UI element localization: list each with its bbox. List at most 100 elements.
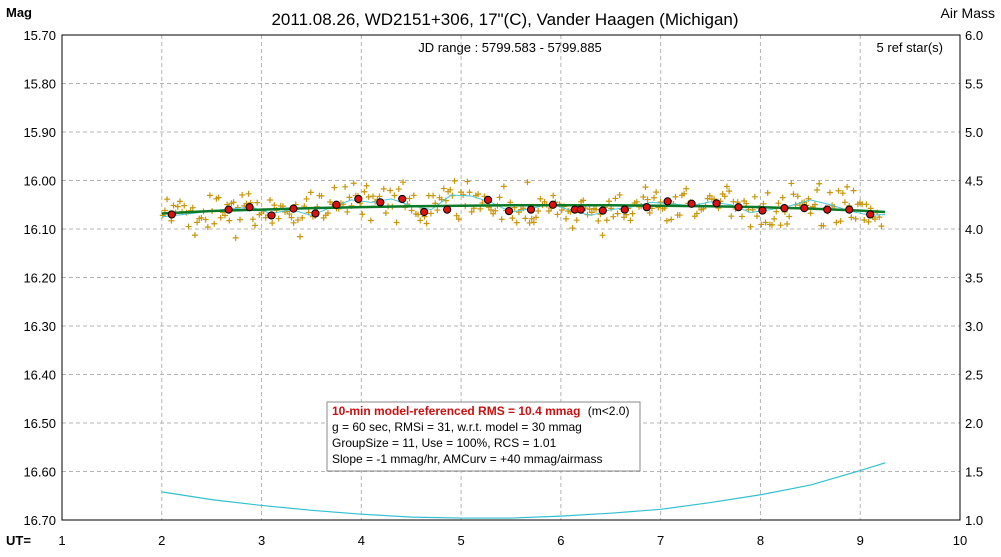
raw-point-mark	[747, 223, 754, 230]
raw-point-mark	[563, 215, 570, 222]
raw-point-mark	[629, 210, 636, 217]
raw-point-mark	[206, 192, 213, 199]
group-average-point	[576, 205, 585, 214]
group-average-point	[289, 204, 298, 213]
raw-point-mark	[554, 211, 561, 218]
y-tick-label-left: 15.70	[23, 28, 56, 43]
rms-line: 10-min model-referenced RMS = 10.4 mmag	[332, 404, 580, 418]
raw-point-mark	[852, 215, 859, 222]
raw-point-mark	[427, 210, 434, 217]
mag-axis-label: Mag	[6, 5, 32, 20]
y-tick-label-left: 16.30	[23, 319, 56, 334]
raw-point-mark	[359, 211, 366, 218]
raw-point-mark	[513, 219, 520, 226]
svg-text:10-min model-referenced RMS =: 10-min model-referenced RMS = 10.4 mmag …	[332, 404, 629, 418]
plot-frame	[61, 34, 961, 521]
raw-point-mark	[820, 222, 827, 229]
group-average-point	[734, 203, 743, 212]
x-tick-label: 9	[857, 533, 864, 548]
y-tick-label-left: 15.80	[23, 77, 56, 92]
raw-point-mark	[764, 189, 771, 196]
raw-point-mark	[773, 208, 780, 215]
raw-point-mark	[651, 194, 658, 201]
raw-point-mark	[758, 221, 765, 228]
group-average-point	[687, 199, 696, 208]
group-average-point	[398, 194, 407, 204]
raw-point-mark	[487, 206, 494, 213]
y-tick-label-left: 16.50	[23, 416, 56, 431]
raw-point-mark	[863, 201, 870, 208]
raw-point-mark	[672, 193, 679, 200]
raw-point-mark	[537, 195, 544, 202]
y-tick-label-left: 15.90	[23, 125, 56, 140]
raw-point-mark	[693, 210, 700, 217]
raw-point-mark	[365, 193, 372, 200]
raw-point-mark	[215, 194, 222, 201]
raw-point-mark	[850, 187, 857, 194]
y-tick-label-right: 4.5	[965, 174, 983, 189]
group-average-point	[526, 205, 536, 214]
raw-point-mark	[627, 217, 634, 224]
stats-line-3: GroupSize = 11, Use = 100%, RCS = 1.01	[332, 436, 557, 450]
raw-point-mark	[790, 191, 797, 198]
raw-point-mark	[164, 196, 171, 203]
raw-point-mark	[498, 216, 505, 223]
group-average-point	[845, 205, 854, 214]
raw-point-mark	[573, 217, 580, 224]
x-tick-label: 5	[457, 533, 464, 548]
raw-point-mark	[189, 204, 196, 211]
raw-point-mark	[252, 222, 259, 229]
raw-point-mark	[848, 214, 855, 221]
raw-point-mark	[226, 217, 233, 224]
x-tick-label: 2	[158, 533, 165, 548]
raw-point-mark	[350, 180, 357, 187]
raw-point-mark	[451, 177, 458, 184]
raw-point-mark	[784, 221, 791, 228]
group-average-point	[780, 204, 789, 213]
x-tick-label: 8	[757, 533, 764, 548]
raw-point-mark	[524, 179, 531, 186]
raw-point-mark	[646, 209, 653, 216]
raw-point-mark	[275, 215, 282, 222]
y-tick-label-left: 16.10	[23, 222, 56, 237]
group-average-point	[620, 205, 629, 214]
raw-point-mark	[307, 189, 314, 196]
raw-point-mark	[331, 184, 338, 191]
raw-point-mark	[430, 192, 437, 199]
raw-point-mark	[657, 199, 664, 206]
raw-point-mark	[833, 219, 840, 226]
raw-point-mark	[706, 192, 713, 199]
raw-point-mark	[839, 190, 846, 197]
group-average-point	[443, 205, 452, 214]
raw-point-mark	[533, 214, 540, 221]
raw-point-mark	[754, 213, 761, 220]
group-average-point	[267, 211, 276, 220]
group-average-point	[311, 209, 320, 218]
raw-point-mark	[509, 215, 516, 222]
raw-point-mark	[633, 198, 640, 205]
y-tick-label-left: 16.70	[23, 513, 56, 528]
airmass-axis-label: Air Mass	[941, 5, 995, 21]
raw-point-mark	[288, 214, 295, 221]
raw-point-mark	[393, 219, 400, 226]
raw-point-mark	[816, 180, 823, 187]
raw-point-mark	[455, 216, 462, 223]
ref-star-count: 5 ref star(s)	[877, 40, 943, 55]
raw-point-mark	[788, 180, 795, 187]
x-tick-label: 3	[258, 533, 265, 548]
raw-point-mark	[865, 218, 872, 225]
raw-point-mark	[738, 213, 745, 220]
raw-point-mark	[267, 197, 274, 204]
group-average-point	[354, 194, 363, 204]
x-tick-label: 1	[58, 533, 65, 548]
raw-point-mark	[681, 190, 688, 197]
raw-point-mark	[653, 189, 660, 196]
raw-point-mark	[814, 187, 821, 194]
raw-point-mark	[324, 210, 331, 217]
tick-labels: 15.70 15.80 15.90 16.00 16.10 16.20 16.30 16.40…	[23, 28, 983, 548]
raw-point-mark	[363, 182, 370, 189]
raw-point-mark	[616, 191, 623, 198]
raw-point-mark	[211, 220, 218, 227]
raw-point-mark	[771, 215, 778, 222]
raw-point-mark	[417, 217, 424, 224]
